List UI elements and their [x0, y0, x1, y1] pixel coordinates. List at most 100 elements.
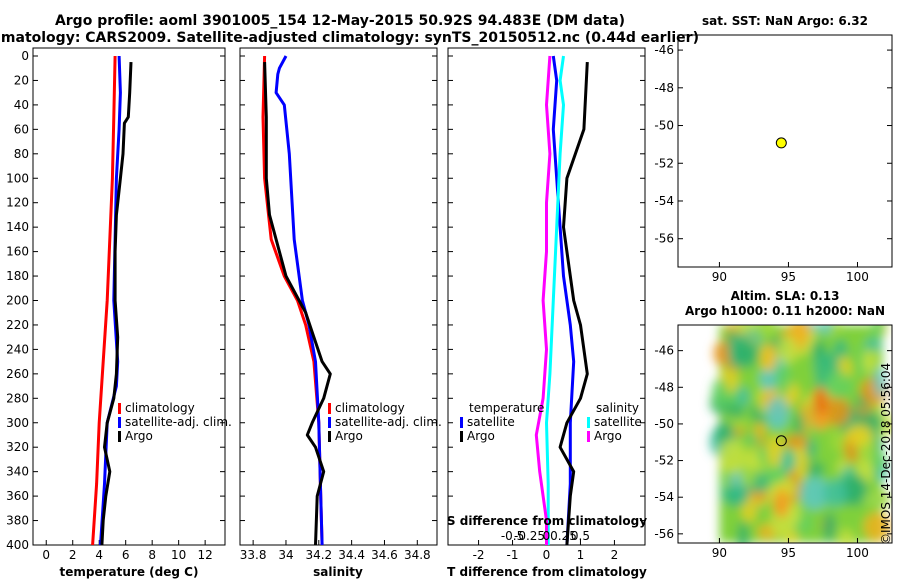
sla-blob: [862, 349, 877, 374]
sst-map-title: sat. SST: NaN Argo: 6.32: [702, 14, 868, 28]
legend-swatch: [328, 403, 331, 414]
sla-map-subtitle: Argo h1000: 0.11 h2000: NaN: [685, 304, 885, 318]
sla-map-frame: [677, 324, 893, 544]
lat-tick-label: -48: [654, 380, 674, 394]
depth-tick-label: 380: [6, 514, 29, 528]
series-line-salinity_argo: [534, 55, 552, 545]
lat-tick-label: -50: [654, 417, 674, 431]
s-difference-xlabel: S difference from climatology: [447, 514, 647, 528]
imos-watermark: ©IMOS 14-Dec-2018 05:56:04: [879, 363, 893, 545]
sla-blob: [845, 424, 872, 447]
depth-tick-label: 300: [6, 416, 29, 430]
sla-high-blob: [773, 489, 790, 518]
depth-tick-label: 140: [6, 220, 29, 234]
legend-label: Argo: [594, 429, 622, 443]
sla-high-blob: [760, 343, 777, 372]
salinity-x-axis: 33.8 34 34.2 34.4 34.6 34.8: [240, 540, 431, 562]
salinity-profile-panel: 33.8 34 34.2 34.4 34.6 34.8 climatologysatell…: [239, 47, 442, 579]
s-diff-tick-label: -0.25: [514, 529, 545, 543]
sla-map-title: Altim. SLA: 0.13: [731, 289, 840, 303]
sst-map-lat-axis: -46 -48 -50 -52 -54 -56: [654, 43, 892, 246]
difference-series: [534, 55, 589, 545]
title-line-1: Argo profile: aoml 3901005_154 12-May-20…: [55, 13, 625, 29]
lat-tick-label: -52: [654, 454, 674, 468]
sla-blob: [793, 411, 804, 439]
depth-tick-label: 60: [14, 122, 29, 136]
series-line-argo: [558, 62, 589, 545]
sla-map-panel: Altim. SLA: 0.13 Argo h1000: 0.11 h2000:…: [654, 289, 893, 560]
legend-label: climatology: [335, 401, 405, 415]
legend-swatch: [328, 417, 331, 428]
sla-blob: [737, 386, 750, 407]
sla-blob: [820, 325, 832, 335]
x-tick-label: 0: [42, 548, 50, 562]
legend-swatch: [460, 431, 463, 442]
x-tick-label: 34.2: [305, 548, 332, 562]
x-tick-label: 33.8: [240, 548, 267, 562]
sla-map-lon-axis: 90 95 100: [712, 538, 869, 560]
depth-tick-label: 180: [6, 269, 29, 283]
sla-blob: [841, 529, 854, 543]
sla-blob: [863, 512, 891, 543]
legend-swatch: [460, 417, 463, 428]
sla-blob: [822, 512, 837, 543]
depth-tick-label: 100: [6, 171, 29, 185]
sla-map-lat-axis: -46 -48 -50 -52 -54 -56: [654, 344, 892, 541]
depth-axis: 0 20 40 60 80 100 120 140 160 180 200 220 240 260 280 3…: [6, 49, 645, 552]
depth-tick-label: 80: [14, 147, 29, 161]
depth-tick-label: 40: [14, 98, 29, 112]
sla-high-blob: [812, 387, 829, 416]
legend-swatch: [118, 417, 121, 428]
sla-blob: [774, 362, 791, 397]
x-tick-label: 34.4: [338, 548, 365, 562]
depth-tick-label: 320: [6, 440, 29, 454]
depth-tick-label: 240: [6, 342, 29, 356]
x-tick-label: 12: [197, 548, 212, 562]
sla-blob: [737, 521, 749, 543]
depth-tick-label: 260: [6, 367, 29, 381]
temperature-profile-panel: 0204060801001201401601802002202402602803…: [6, 47, 645, 579]
s-diff-tick-label: -0.5: [501, 529, 524, 543]
legend-label: climatology: [125, 401, 195, 415]
legend-label: satellite: [594, 415, 642, 429]
difference-legend: temperature salinitysatelliteArgosatellit…: [460, 401, 642, 443]
legend-label: satellite-adj. clim.: [125, 415, 232, 429]
lon-tick-label: 95: [781, 270, 796, 284]
series-line-salinity_satellite: [545, 55, 565, 545]
x-tick-label: 34.6: [371, 548, 398, 562]
depth-tick-label: 120: [6, 196, 29, 210]
lat-tick-label: -50: [654, 119, 674, 133]
sla-blob: [794, 445, 808, 480]
s-diff-tick-label: 0.5: [571, 529, 590, 543]
legend-title: temperature: [469, 401, 544, 415]
sla-blob: [805, 461, 825, 477]
lat-tick-label: -56: [654, 232, 674, 246]
legend-label: Argo: [335, 429, 363, 443]
sla-blob: [711, 377, 728, 410]
sla-blob: [780, 449, 796, 473]
legend-title: salinity: [596, 401, 639, 415]
lat-tick-label: -46: [654, 43, 674, 57]
temperature-xlabel: temperature (deg C): [60, 565, 199, 579]
salinity-series: [261, 55, 332, 545]
series-line-argo: [100, 62, 133, 545]
difference-profile-panel: -2 -1 0 1 2 temperature salinitysatelliteArgo…: [447, 47, 647, 579]
lon-tick-label: 90: [712, 270, 727, 284]
title-line-2: Climatology: CARS2009. Satellite-adjuste…: [0, 30, 699, 46]
sla-blob: [823, 396, 851, 427]
sla-blob: [713, 341, 731, 366]
depth-tick-label: 160: [6, 245, 29, 259]
x-tick-label: -2: [473, 548, 485, 562]
lat-tick-label: -54: [654, 194, 674, 208]
lat-tick-label: -52: [654, 156, 674, 170]
sla-blob: [874, 367, 886, 399]
temperature-x-axis: 0 2 4 6 8 10 12: [42, 540, 213, 562]
sla-blob: [759, 365, 780, 391]
sla-blob: [824, 371, 853, 399]
depth-tick-label: 220: [6, 318, 29, 332]
depth-tick-label: 200: [6, 294, 29, 308]
depth-tick-label: 0: [21, 49, 29, 63]
